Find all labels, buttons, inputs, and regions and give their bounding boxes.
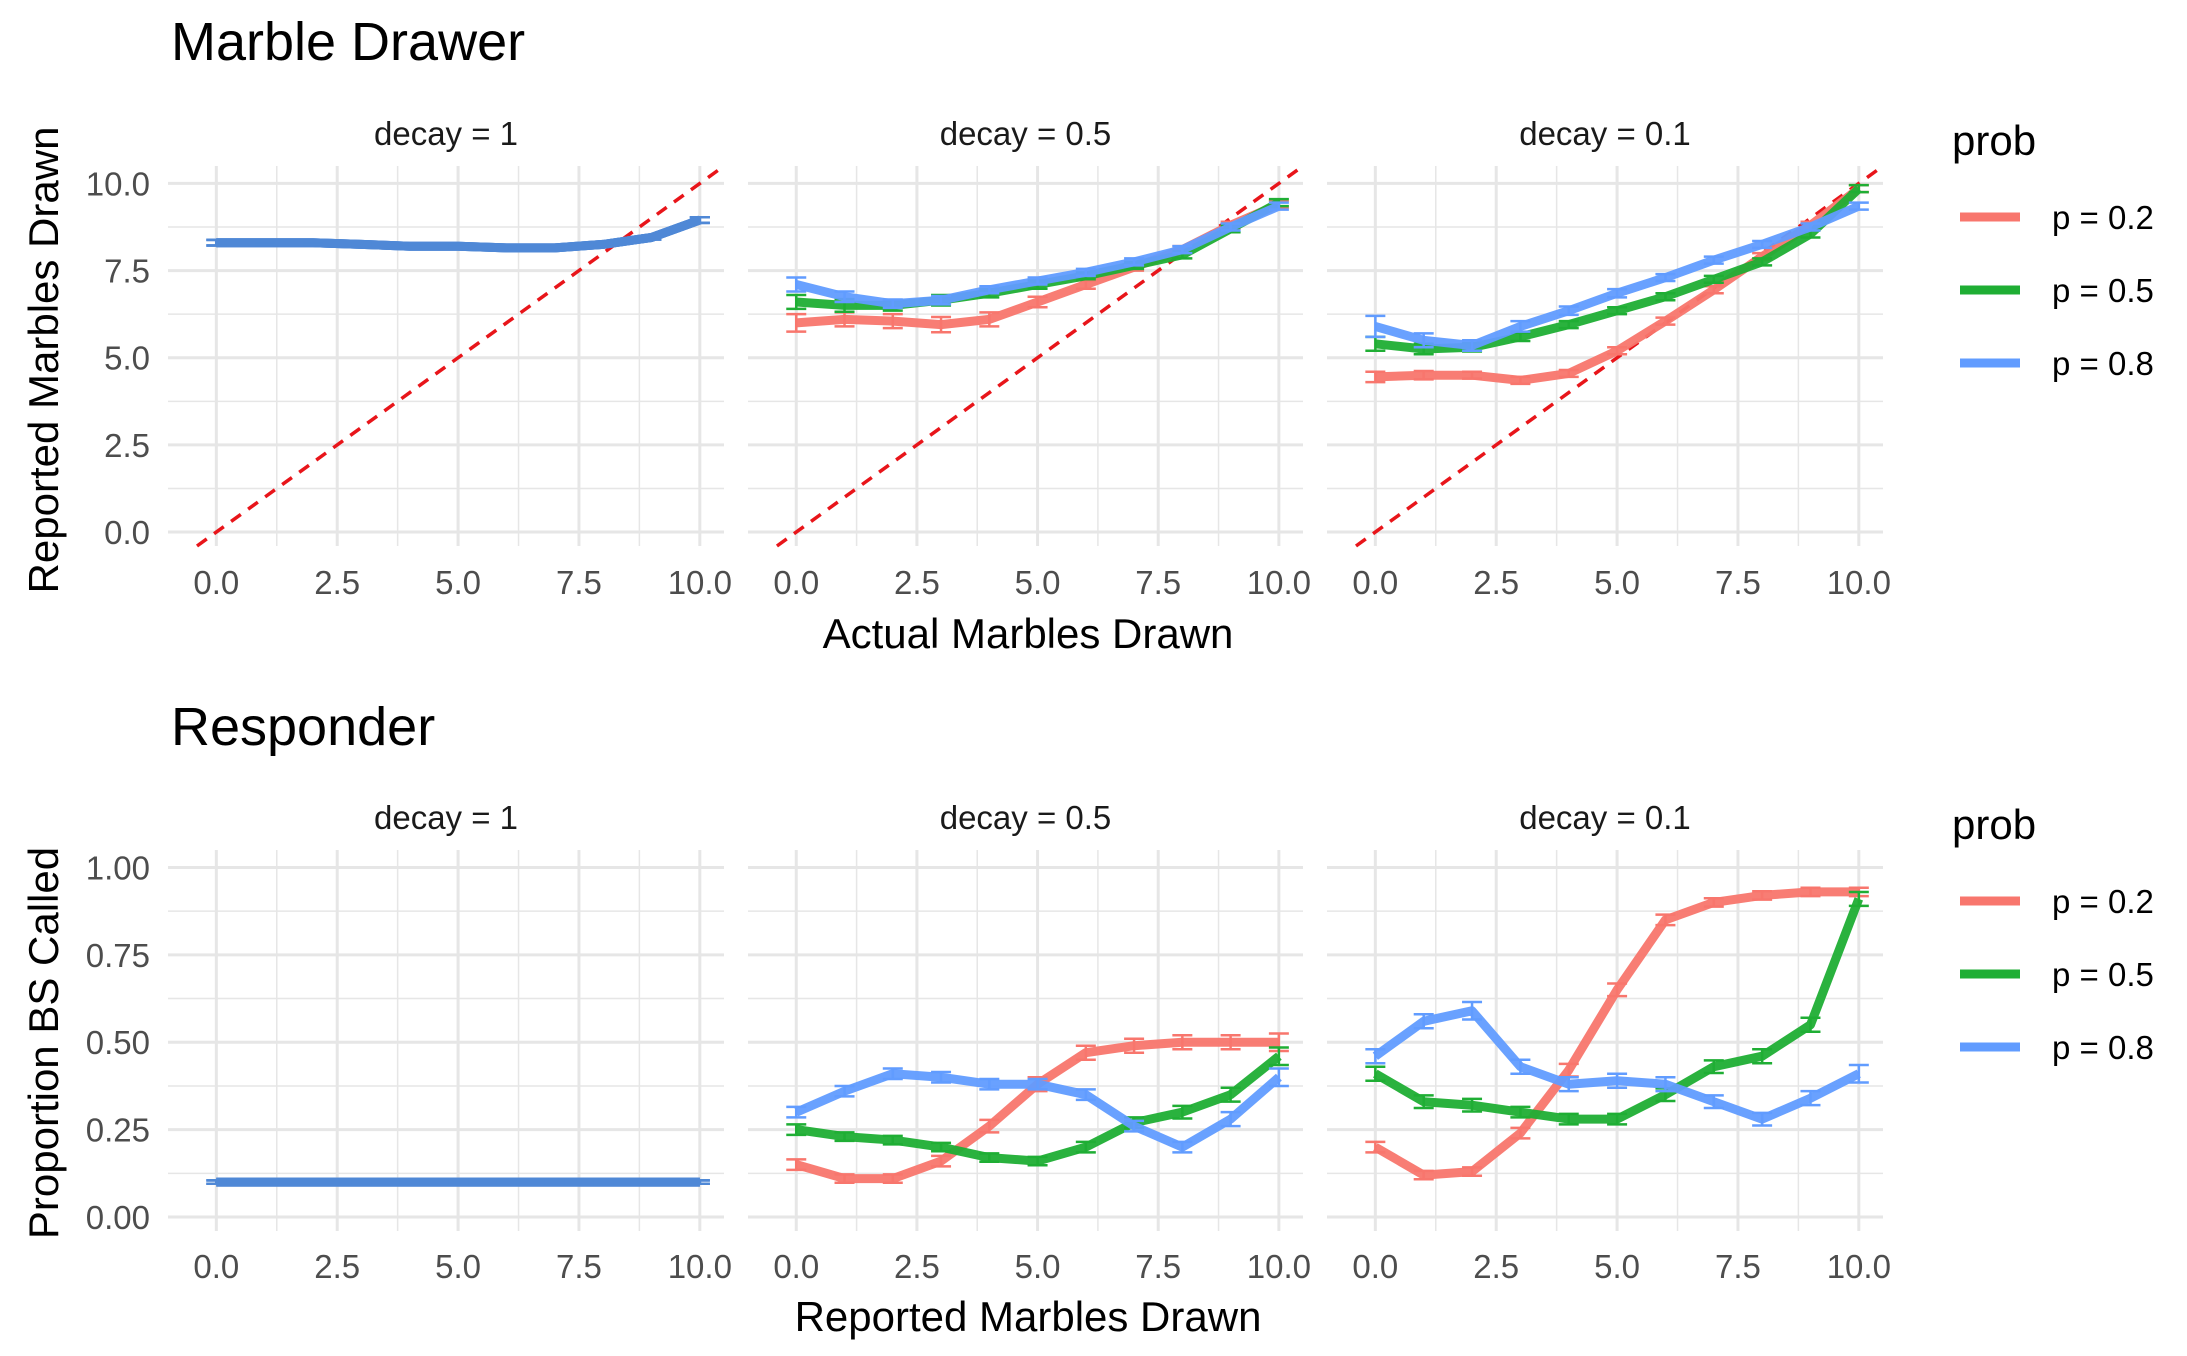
x-tick-label: 2.5	[1473, 1248, 1519, 1285]
x-tick-label: 7.5	[1135, 1248, 1181, 1285]
x-tick-label: 10.0	[1827, 564, 1891, 601]
x-tick-label: 2.5	[894, 564, 940, 601]
chart-title: Marble Drawer	[171, 12, 525, 72]
legend-title: prob	[1952, 801, 2036, 848]
facet-strip-label: decay = 0.5	[940, 799, 1112, 836]
legend-entry-label: p = 0.8	[2052, 345, 2154, 382]
reference-line-y-equals-x	[1354, 164, 1885, 548]
y-tick-label: 7.5	[104, 253, 150, 290]
y-tick-label: 0.0	[104, 514, 150, 551]
y-tick-label: 0.00	[86, 1199, 150, 1236]
facet-strip-label: decay = 1	[374, 115, 518, 152]
x-tick-label: 0.0	[773, 1248, 819, 1285]
legend-entry-label: p = 0.5	[2052, 272, 2154, 309]
x-tick-label: 2.5	[1473, 564, 1519, 601]
x-tick-label: 10.0	[668, 564, 732, 601]
x-tick-label: 10.0	[1247, 1248, 1311, 1285]
x-tick-label: 0.0	[773, 564, 819, 601]
y-tick-label: 2.5	[104, 427, 150, 464]
x-tick-label: 7.5	[1135, 564, 1181, 601]
x-tick-label: 10.0	[668, 1248, 732, 1285]
x-tick-label: 2.5	[314, 1248, 360, 1285]
x-tick-label: 2.5	[894, 1248, 940, 1285]
x-tick-label: 10.0	[1247, 564, 1311, 601]
x-tick-label: 0.0	[193, 1248, 239, 1285]
legend-entry-label: p = 0.5	[2052, 956, 2154, 993]
y-tick-label: 1.00	[86, 849, 150, 886]
facet-strip-label: decay = 0.1	[1519, 799, 1691, 836]
x-tick-label: 5.0	[1015, 1248, 1061, 1285]
x-tick-label: 7.5	[556, 564, 602, 601]
reference-line-y-equals-x	[775, 164, 1305, 548]
x-tick-label: 7.5	[1715, 1248, 1761, 1285]
facet-strip-label: decay = 0.1	[1519, 115, 1691, 152]
x-tick-label: 0.0	[1352, 564, 1398, 601]
legend-entry-label: p = 0.2	[2052, 883, 2154, 920]
legend-entry-label: p = 0.2	[2052, 199, 2154, 236]
x-tick-label: 5.0	[435, 564, 481, 601]
x-tick-label: 10.0	[1827, 1248, 1891, 1285]
x-axis-label: Reported Marbles Drawn	[795, 1293, 1262, 1340]
chart-title: Responder	[171, 697, 435, 757]
x-axis-label: Actual Marbles Drawn	[823, 610, 1234, 657]
x-tick-label: 7.5	[556, 1248, 602, 1285]
legend-title: prob	[1952, 117, 2036, 164]
x-tick-label: 7.5	[1715, 564, 1761, 601]
y-axis-label: Proportion BS Called	[20, 847, 67, 1239]
x-tick-label: 5.0	[1594, 1248, 1640, 1285]
x-tick-label: 0.0	[1352, 1248, 1398, 1285]
x-tick-label: 0.0	[193, 564, 239, 601]
facet-strip-label: decay = 1	[374, 799, 518, 836]
y-tick-label: 0.75	[86, 937, 150, 974]
y-tick-label: 5.0	[104, 340, 150, 377]
y-tick-label: 0.50	[86, 1024, 150, 1061]
reference-line-y-equals-x	[195, 164, 726, 548]
y-axis-label: Reported Marbles Drawn	[20, 127, 67, 594]
y-tick-label: 10.0	[86, 165, 150, 202]
facet-strip-label: decay = 0.5	[940, 115, 1112, 152]
legend-entry-label: p = 0.8	[2052, 1029, 2154, 1066]
x-tick-label: 2.5	[314, 564, 360, 601]
x-tick-label: 5.0	[435, 1248, 481, 1285]
x-tick-label: 5.0	[1594, 564, 1640, 601]
y-tick-label: 0.25	[86, 1112, 150, 1149]
x-tick-label: 5.0	[1015, 564, 1061, 601]
